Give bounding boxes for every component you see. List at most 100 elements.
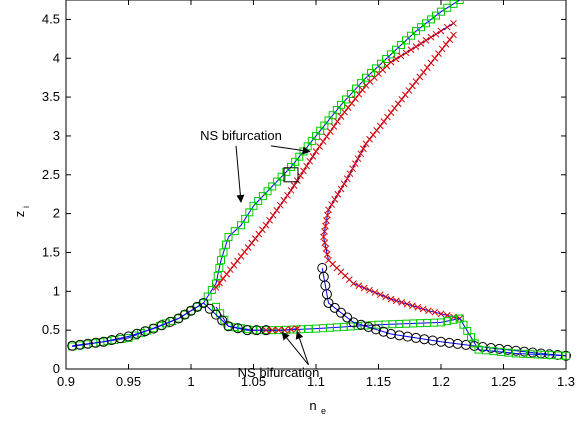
x-tick-label: 1.1 xyxy=(307,374,325,389)
cross-marker xyxy=(262,326,270,334)
cross-marker xyxy=(348,99,356,107)
cross-marker xyxy=(423,64,431,71)
cross-marker xyxy=(275,326,282,334)
square-marker xyxy=(215,264,224,273)
circle-marker xyxy=(329,302,340,313)
circle-marker xyxy=(232,323,243,334)
square-marker xyxy=(362,73,370,82)
circle-marker xyxy=(461,339,471,350)
y-tick-label: 1.5 xyxy=(42,244,60,259)
cross-marker xyxy=(244,244,252,251)
circle-marker xyxy=(386,329,396,340)
y-tick-label: 4 xyxy=(53,50,60,65)
plot-frame xyxy=(65,0,567,370)
cross-marker xyxy=(432,30,440,38)
series-1 xyxy=(212,19,457,291)
cross-marker xyxy=(393,297,400,305)
cross-marker xyxy=(349,165,356,173)
cross-marker xyxy=(384,113,391,121)
cross-marker xyxy=(237,253,245,260)
cross-marker xyxy=(241,248,248,256)
cross-marker xyxy=(354,155,362,163)
plot-axes: 0.9 0.95 1 1.05 1.1 1.15 1.2 1.25 1.3 0 0.5 1 1.5 2 2.… xyxy=(42,0,575,389)
marked-point-box xyxy=(283,167,299,183)
circle-marker xyxy=(494,343,505,354)
square-marker xyxy=(402,36,410,45)
cross-marker xyxy=(273,206,281,214)
cross-marker xyxy=(359,145,367,153)
cross-marker xyxy=(280,196,288,204)
square-marker xyxy=(224,322,233,331)
x-tick-label: 1.2 xyxy=(432,374,450,389)
square-marker xyxy=(263,187,272,196)
square-marker xyxy=(268,182,277,191)
y-tick-label: 4.5 xyxy=(42,11,60,26)
cross-marker xyxy=(322,222,329,230)
cross-marker xyxy=(380,118,388,125)
circle-marker xyxy=(444,337,455,348)
cross-marker xyxy=(248,239,256,247)
square-marker xyxy=(320,121,329,130)
square-marker xyxy=(387,50,395,59)
square-marker xyxy=(291,157,300,166)
square-marker xyxy=(203,292,212,301)
cross-marker xyxy=(284,191,291,199)
cross-marker xyxy=(306,157,314,165)
cross-marker xyxy=(303,162,310,170)
cross-marker xyxy=(409,82,416,90)
circle-marker xyxy=(148,323,159,334)
cross-marker xyxy=(412,43,420,50)
cross-marker xyxy=(255,230,263,238)
square-marker xyxy=(337,100,345,109)
cross-marker xyxy=(334,190,342,198)
square-marker xyxy=(449,315,458,324)
cross-marker xyxy=(226,266,234,274)
cross-marker xyxy=(326,128,334,135)
cross-marker xyxy=(355,90,363,98)
square-marker xyxy=(272,177,281,186)
circle-marker xyxy=(223,321,234,332)
circle-marker xyxy=(363,322,374,333)
cross-marker xyxy=(276,201,284,209)
square-marker xyxy=(224,232,233,241)
cross-marker xyxy=(337,185,345,193)
square-marker xyxy=(149,324,158,333)
cross-marker xyxy=(417,40,425,47)
circle-marker xyxy=(204,303,215,314)
x-tick-label: 1.05 xyxy=(241,374,266,389)
circle-marker xyxy=(67,340,78,351)
cross-marker xyxy=(416,73,424,81)
cross-marker xyxy=(414,304,422,311)
y-tick-label: 0.5 xyxy=(42,322,60,337)
cross-marker xyxy=(320,233,327,241)
square-marker xyxy=(222,240,230,249)
cross-marker xyxy=(382,293,389,301)
cross-marker xyxy=(442,40,450,48)
cross-marker xyxy=(269,211,277,219)
cross-marker xyxy=(251,235,259,242)
annotation-arrow xyxy=(270,145,311,155)
cross-marker xyxy=(357,150,364,158)
cross-marker xyxy=(322,245,330,252)
cross-marker xyxy=(300,167,307,175)
series-6 xyxy=(262,325,301,334)
annotation-arrow xyxy=(235,145,245,203)
cross-marker xyxy=(409,302,416,310)
cross-marker xyxy=(337,113,345,120)
cross-marker xyxy=(331,196,339,203)
square-marker xyxy=(287,163,295,172)
series-0 xyxy=(68,0,464,351)
x-tick-label: 1.15 xyxy=(366,374,391,389)
circle-marker xyxy=(419,334,430,345)
circle-marker xyxy=(411,332,421,343)
square-marker xyxy=(316,126,325,135)
cross-marker xyxy=(321,228,328,235)
cross-marker xyxy=(443,23,451,31)
y-axis-label: z xyxy=(12,211,27,218)
square-marker xyxy=(332,106,341,115)
square-marker xyxy=(328,111,337,120)
x-tick-label: 1.25 xyxy=(491,374,516,389)
circle-marker xyxy=(356,319,366,330)
series-line xyxy=(322,34,460,319)
